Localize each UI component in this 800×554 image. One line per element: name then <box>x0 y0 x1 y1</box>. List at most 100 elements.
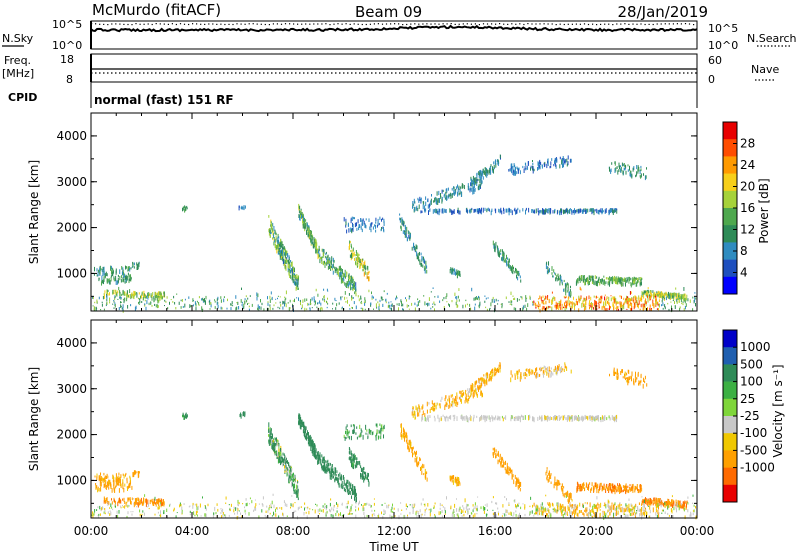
range-gate-cell <box>614 161 616 164</box>
range-gate-cell <box>286 460 288 463</box>
range-gate-cell <box>138 262 140 268</box>
range-gate-cell <box>501 415 503 419</box>
range-gate-cell <box>416 462 418 467</box>
range-gate-cell <box>598 276 600 280</box>
range-gate-cell <box>277 458 279 464</box>
range-gate-cell <box>420 197 422 202</box>
range-gate-cell <box>424 416 426 422</box>
range-gate-cell <box>552 275 554 278</box>
range-gate-cell <box>547 370 549 375</box>
ground-scatter-cell <box>152 292 154 296</box>
range-gate-cell <box>623 302 625 305</box>
range-gate-cell <box>274 243 276 249</box>
range-gate-cell <box>497 450 499 456</box>
range-gate-cell <box>367 432 369 437</box>
ground-scatter-cell <box>320 308 321 310</box>
range-gate-cell <box>282 462 284 467</box>
range-gate-cell <box>288 258 290 262</box>
noise-search-dot <box>268 24 270 26</box>
range-gate-cell <box>276 450 278 454</box>
range-gate-cell <box>434 417 436 422</box>
range-gate-cell <box>107 278 109 283</box>
ground-scatter-cell <box>526 297 528 299</box>
range-gate-cell <box>291 473 293 478</box>
range-gate-cell <box>561 282 563 286</box>
range-gate-cell <box>404 232 406 235</box>
range-gate-cell <box>109 280 111 285</box>
range-gate-cell <box>349 456 351 459</box>
ground-scatter-cell <box>408 297 410 300</box>
range-gate-cell <box>358 226 360 231</box>
noise-search-dot <box>430 23 432 25</box>
ground-scatter-cell <box>465 299 467 302</box>
noise-search-dot <box>208 23 210 25</box>
range-gate-cell <box>355 488 357 494</box>
range-gate-cell <box>402 427 404 433</box>
ground-scatter-cell <box>269 295 271 299</box>
ground-scatter-cell <box>306 298 308 301</box>
ground-scatter-cell <box>626 308 628 310</box>
range-gate-cell <box>291 483 293 488</box>
range-gate-cell <box>334 478 336 483</box>
range-gate-cell <box>429 415 431 418</box>
range-gate-cell <box>330 260 332 265</box>
range-gate-cell <box>273 447 275 452</box>
range-gate-cell <box>149 499 151 505</box>
range-gate-cell <box>421 406 423 409</box>
noise-search-dot <box>652 23 654 26</box>
ground-scatter-cell <box>283 301 285 303</box>
range-gate-cell <box>364 260 366 266</box>
range-gate-cell <box>532 209 534 214</box>
range-gate-cell <box>287 263 289 268</box>
range-gate-cell <box>308 226 310 231</box>
range-gate-cell <box>424 269 426 274</box>
range-gate-cell <box>503 465 505 468</box>
range-gate-cell <box>629 303 631 306</box>
range-gate-cell <box>288 461 290 467</box>
range-gate-cell <box>351 453 353 459</box>
range-gate-cell <box>145 295 147 299</box>
range-gate-cell <box>379 216 381 220</box>
range-gate-cell <box>282 457 284 462</box>
range-gate-cell <box>451 476 453 481</box>
ground-scatter-cell <box>279 301 281 304</box>
range-gate-cell <box>451 187 453 191</box>
range-gate-cell <box>280 457 282 462</box>
range-gate-cell <box>532 371 534 375</box>
range-gate-cell <box>601 210 603 215</box>
range-gate-cell <box>297 481 299 484</box>
range-gate-cell <box>544 161 546 166</box>
ground-scatter-cell <box>130 296 132 299</box>
range-gate-cell <box>406 432 408 436</box>
range-gate-cell <box>354 486 356 491</box>
range-gate-cell <box>244 412 246 418</box>
ground-scatter-cell <box>538 298 540 300</box>
range-gate-cell <box>661 294 663 299</box>
ground-scatter-cell <box>446 293 448 297</box>
ground-scatter-cell <box>473 297 475 301</box>
range-gate-cell <box>562 415 564 421</box>
range-gate-cell <box>281 256 283 259</box>
noise-search-dot <box>175 23 177 26</box>
range-gate-cell <box>541 415 543 418</box>
range-gate-cell <box>449 403 451 408</box>
range-gate-cell <box>307 441 309 445</box>
range-gate-cell <box>292 267 294 271</box>
ground-scatter-cell <box>335 307 337 310</box>
range-gate-cell <box>528 417 530 420</box>
noise-search-dot <box>99 23 101 25</box>
range-gate-cell <box>453 186 455 191</box>
range-gate-cell <box>571 301 573 306</box>
range-gate-cell <box>103 270 105 276</box>
ground-scatter-cell <box>198 304 200 306</box>
range-gate-cell <box>344 282 346 286</box>
range-gate-cell <box>422 463 424 469</box>
range-gate-cell <box>471 182 473 187</box>
range-gate-cell <box>448 416 450 419</box>
range-gate-cell <box>451 193 453 196</box>
range-gate-cell <box>591 306 593 311</box>
range-gate-cell <box>493 368 495 373</box>
range-gate-cell <box>543 163 545 168</box>
ground-scatter-cell <box>555 301 557 305</box>
range-gate-cell <box>353 489 355 495</box>
